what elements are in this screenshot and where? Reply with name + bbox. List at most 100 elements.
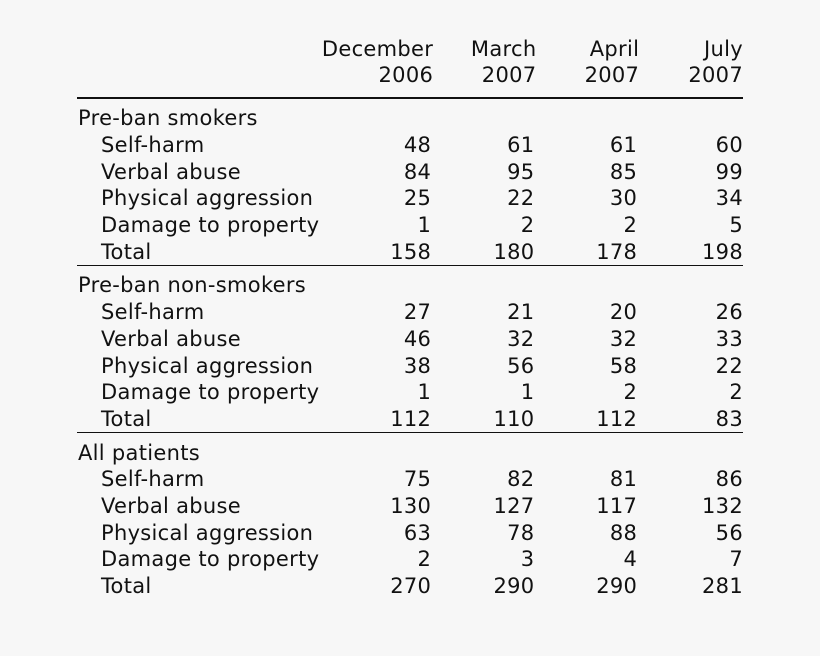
cell-value: 2 bbox=[623, 213, 638, 238]
cell-value: 4 bbox=[623, 547, 638, 572]
row-label: Self-harm bbox=[101, 467, 205, 492]
table-row: Self-harm 75 82 81 86 bbox=[77, 466, 743, 493]
cell-value: 95 bbox=[507, 159, 535, 184]
table-row: Damage to property 2 3 4 7 bbox=[77, 546, 743, 573]
group-header-row: Pre-ban smokers bbox=[77, 98, 743, 132]
table-row: Physical aggression 38 56 58 22 bbox=[77, 352, 743, 379]
row-label: Physical aggression bbox=[101, 186, 314, 211]
row-label: Total bbox=[101, 239, 152, 264]
row-label: Physical aggression bbox=[101, 353, 314, 378]
cell-value: 82 bbox=[507, 467, 535, 492]
column-header-line1: March bbox=[470, 37, 537, 61]
total-row: Total 112 110 112 83 bbox=[77, 406, 743, 433]
row-label: Self-harm bbox=[101, 300, 205, 325]
cell-value: 58 bbox=[609, 353, 638, 378]
cell-value: 2 bbox=[729, 380, 743, 405]
cell-value: 20 bbox=[609, 300, 638, 325]
cell-value: 112 bbox=[596, 406, 638, 431]
group-header-row: All patients bbox=[77, 433, 743, 466]
cell-value: 22 bbox=[715, 353, 743, 378]
row-label: Damage to property bbox=[101, 547, 320, 572]
cell-value: 32 bbox=[507, 326, 535, 351]
column-header: March 2007 bbox=[433, 36, 536, 98]
cell-value: 60 bbox=[715, 133, 743, 158]
cell-value: 180 bbox=[493, 239, 535, 264]
cell-value: 7 bbox=[729, 547, 743, 572]
cell-value: 30 bbox=[609, 186, 638, 211]
table-row: Verbal abuse 84 95 85 99 bbox=[77, 158, 743, 185]
row-label: Verbal abuse bbox=[101, 493, 241, 518]
row-label: Verbal abuse bbox=[101, 326, 241, 351]
cell-value: 270 bbox=[390, 574, 432, 599]
cell-value: 22 bbox=[507, 186, 535, 211]
cell-value: 1 bbox=[417, 380, 432, 405]
table-row: Self-harm 27 21 20 26 bbox=[77, 299, 743, 326]
cell-value: 78 bbox=[507, 520, 535, 545]
cell-value: 34 bbox=[715, 186, 743, 211]
row-label: Verbal abuse bbox=[101, 159, 241, 184]
cell-value: 290 bbox=[596, 574, 638, 599]
cell-value: 38 bbox=[403, 353, 432, 378]
column-header-line1: April bbox=[589, 37, 640, 61]
column-header: December 2006 bbox=[322, 36, 433, 98]
row-label: Damage to property bbox=[101, 380, 320, 405]
cell-value: 85 bbox=[609, 159, 638, 184]
cell-value: 26 bbox=[715, 300, 743, 325]
table-row: Self-harm 48 61 61 60 bbox=[77, 132, 743, 159]
table-row: Physical aggression 25 22 30 34 bbox=[77, 185, 743, 212]
cell-value: 198 bbox=[702, 239, 743, 264]
cell-value: 3 bbox=[520, 547, 535, 572]
cell-value: 63 bbox=[403, 520, 432, 545]
cell-value: 32 bbox=[609, 326, 638, 351]
column-header-line2: 2007 bbox=[688, 63, 743, 87]
cell-value: 25 bbox=[403, 186, 432, 211]
cell-value: 56 bbox=[507, 353, 535, 378]
cell-value: 99 bbox=[715, 159, 743, 184]
cell-value: 81 bbox=[609, 467, 638, 492]
cell-value: 56 bbox=[715, 520, 743, 545]
incidents-table: December 2006 March 2007 April 2007 July… bbox=[77, 36, 743, 599]
cell-value: 33 bbox=[715, 326, 743, 351]
cell-value: 130 bbox=[390, 493, 432, 518]
cell-value: 46 bbox=[403, 326, 432, 351]
cell-value: 21 bbox=[507, 300, 535, 325]
total-row: Total 270 290 290 281 bbox=[77, 573, 743, 600]
group-title: Pre-ban non-smokers bbox=[78, 273, 307, 298]
cell-value: 290 bbox=[493, 574, 535, 599]
table-row: Verbal abuse 46 32 32 33 bbox=[77, 326, 743, 353]
cell-value: 83 bbox=[715, 406, 743, 431]
group-header-row: Pre-ban non-smokers bbox=[77, 266, 743, 299]
table-row: Damage to property 1 1 2 2 bbox=[77, 379, 743, 406]
cell-value: 1 bbox=[520, 380, 535, 405]
cell-value: 132 bbox=[702, 493, 743, 518]
column-header-line2: 2007 bbox=[584, 63, 640, 87]
cell-value: 5 bbox=[729, 213, 743, 238]
group-title: All patients bbox=[78, 440, 200, 465]
cell-value: 61 bbox=[507, 133, 535, 158]
column-header-line2: 2007 bbox=[481, 63, 537, 87]
column-header-line1: December bbox=[321, 37, 434, 61]
row-label: Total bbox=[101, 574, 152, 599]
column-header-line1: July bbox=[704, 37, 743, 61]
column-header: July 2007 bbox=[639, 36, 743, 98]
header-blank bbox=[77, 36, 322, 98]
cell-value: 178 bbox=[596, 239, 638, 264]
cell-value: 158 bbox=[390, 239, 432, 264]
table-row: Damage to property 1 2 2 5 bbox=[77, 212, 743, 239]
cell-value: 110 bbox=[493, 406, 535, 431]
table-body: Pre-ban smokers Self-harm 48 61 61 60 Verbal a… bbox=[77, 98, 743, 599]
column-header: April 2007 bbox=[536, 36, 639, 98]
cell-value: 75 bbox=[403, 467, 432, 492]
cell-value: 84 bbox=[403, 159, 432, 184]
table-row: Verbal abuse 130 127 117 132 bbox=[77, 493, 743, 520]
column-header-line2: 2006 bbox=[378, 63, 434, 87]
row-label: Self-harm bbox=[101, 133, 205, 158]
cell-value: 112 bbox=[390, 406, 432, 431]
row-label: Physical aggression bbox=[101, 520, 314, 545]
table-row: Physical aggression 63 78 88 56 bbox=[77, 519, 743, 546]
cell-value: 88 bbox=[609, 520, 638, 545]
row-label: Total bbox=[101, 406, 152, 431]
cell-value: 48 bbox=[403, 133, 432, 158]
table-header: December 2006 March 2007 April 2007 July… bbox=[77, 36, 743, 98]
